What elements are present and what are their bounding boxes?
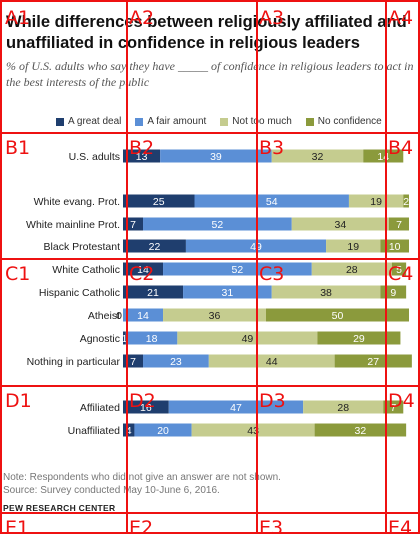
org-credit: PEW RESEARCH CENTER bbox=[3, 503, 116, 513]
data-label-affiliated-great-deal: 16 bbox=[140, 402, 152, 414]
data-label-black-protestant-not-too-much: 19 bbox=[347, 241, 359, 253]
data-label-white-catholic-great-deal: 14 bbox=[137, 264, 149, 276]
data-label-unaffiliated-no-confidence: 32 bbox=[355, 425, 367, 437]
data-label-white-catholic-fair-amount: 52 bbox=[232, 264, 244, 276]
data-label-u-s-adults-no-confidence: 14 bbox=[377, 151, 389, 163]
data-label-u-s-adults-great-deal: 13 bbox=[136, 151, 148, 163]
data-label-nothing-in-particular-no-confidence: 27 bbox=[367, 356, 379, 368]
category-label-u-s-adults: U.S. adults bbox=[69, 151, 120, 163]
data-label-white-catholic-no-confidence: 5 bbox=[396, 264, 402, 276]
category-label-nothing-in-particular: Nothing in particular bbox=[27, 356, 121, 368]
data-label-nothing-in-particular-not-too-much: 44 bbox=[266, 356, 278, 368]
chart-notes: Note: Respondents who did not give an an… bbox=[3, 471, 281, 497]
data-label-atheist-fair-amount: 14 bbox=[137, 310, 149, 322]
data-label-white-mainline-prot-great-deal: 7 bbox=[130, 219, 136, 231]
data-label-white-evang-prot-fair-amount: 54 bbox=[266, 196, 278, 208]
data-label-agnostic-fair-amount: 18 bbox=[146, 333, 158, 345]
note-text: Note: Respondents who did not give an an… bbox=[3, 472, 281, 483]
data-label-unaffiliated-great-deal: 4 bbox=[126, 425, 132, 437]
data-label-white-catholic-not-too-much: 28 bbox=[346, 264, 358, 276]
data-label-hispanic-catholic-no-confidence: 9 bbox=[390, 287, 396, 299]
data-label-affiliated-fair-amount: 47 bbox=[230, 402, 242, 414]
data-label-agnostic-not-too-much: 49 bbox=[242, 333, 254, 345]
category-label-unaffiliated: Unaffiliated bbox=[68, 425, 121, 437]
category-label-affiliated: Affiliated bbox=[80, 402, 120, 414]
data-label-black-protestant-no-confidence: 10 bbox=[389, 241, 401, 253]
data-label-hispanic-catholic-not-too-much: 38 bbox=[320, 287, 332, 299]
data-label-hispanic-catholic-fair-amount: 31 bbox=[222, 287, 234, 299]
data-label-unaffiliated-fair-amount: 20 bbox=[157, 425, 169, 437]
category-label-hispanic-catholic: Hispanic Catholic bbox=[39, 287, 120, 299]
data-label-white-evang-prot-no-confidence: 2 bbox=[403, 196, 409, 208]
data-label-white-evang-prot-great-deal: 25 bbox=[153, 196, 165, 208]
data-label-agnostic-no-confidence: 29 bbox=[353, 333, 365, 345]
category-label-black-protestant: Black Protestant bbox=[44, 241, 121, 253]
data-label-u-s-adults-not-too-much: 32 bbox=[312, 151, 324, 163]
data-label-white-mainline-prot-not-too-much: 34 bbox=[335, 219, 347, 231]
data-label-atheist-great-deal: 0 bbox=[116, 310, 122, 322]
data-label-hispanic-catholic-great-deal: 21 bbox=[147, 287, 159, 299]
data-label-affiliated-not-too-much: 28 bbox=[337, 402, 349, 414]
category-label-white-catholic: White Catholic bbox=[52, 264, 120, 276]
data-label-black-protestant-great-deal: 22 bbox=[149, 241, 161, 253]
data-label-unaffiliated-not-too-much: 43 bbox=[247, 425, 259, 437]
category-label-white-evang-prot: White evang. Prot. bbox=[34, 196, 120, 208]
category-label-white-mainline-prot: White mainline Prot. bbox=[26, 219, 120, 231]
data-label-u-s-adults-fair-amount: 39 bbox=[210, 151, 222, 163]
source-text: Source: Survey conducted May 10-June 6, … bbox=[3, 485, 220, 496]
data-label-white-mainline-prot-no-confidence: 7 bbox=[396, 219, 402, 231]
data-label-white-evang-prot-not-too-much: 19 bbox=[370, 196, 382, 208]
data-label-nothing-in-particular-great-deal: 7 bbox=[130, 356, 136, 368]
data-label-nothing-in-particular-fair-amount: 23 bbox=[170, 356, 182, 368]
data-label-black-protestant-fair-amount: 49 bbox=[250, 241, 262, 253]
category-label-agnostic: Agnostic bbox=[80, 333, 120, 345]
data-label-atheist-not-too-much: 36 bbox=[209, 310, 221, 322]
data-label-affiliated-no-confidence: 7 bbox=[390, 402, 396, 414]
data-label-atheist-no-confidence: 50 bbox=[332, 310, 344, 322]
data-label-white-mainline-prot-fair-amount: 52 bbox=[212, 219, 224, 231]
